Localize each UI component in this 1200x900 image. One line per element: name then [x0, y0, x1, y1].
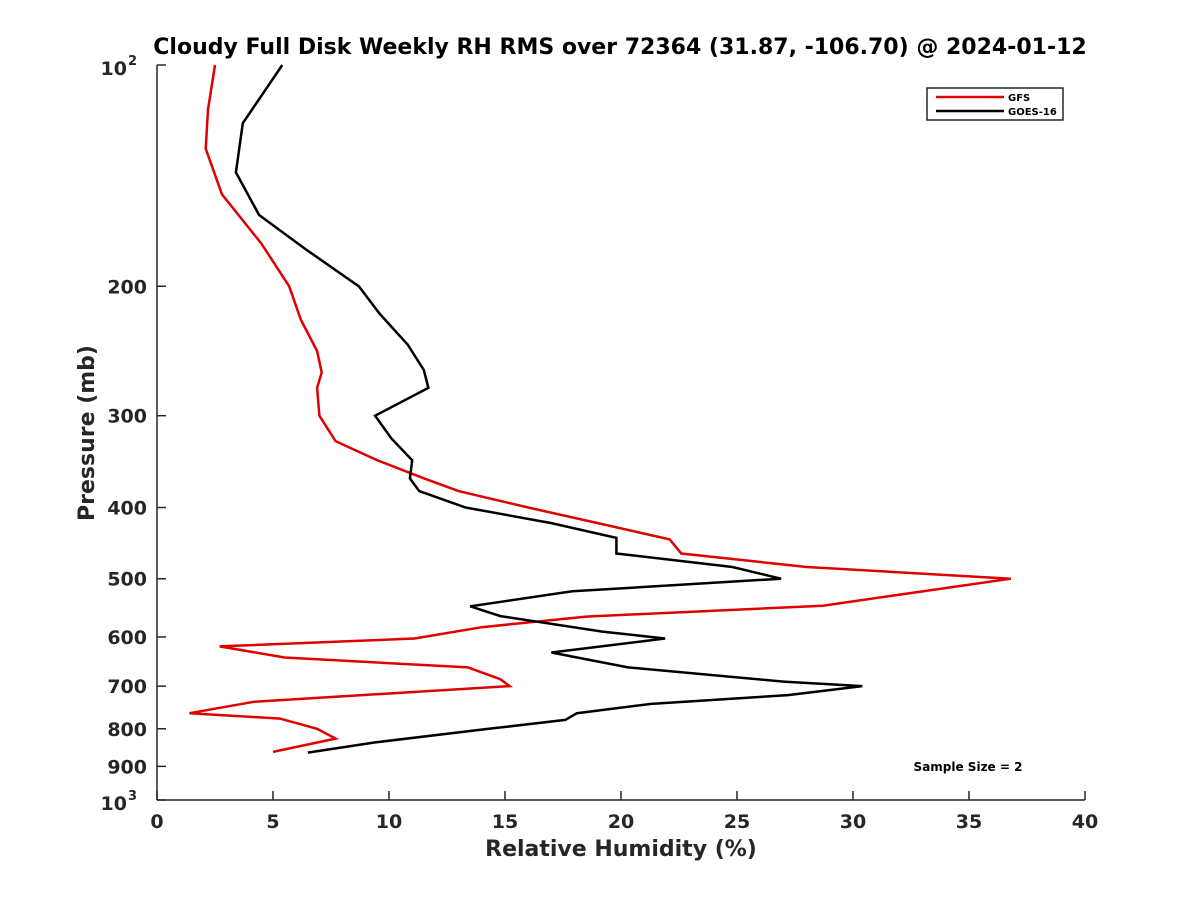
y-tick-label: 600 [107, 627, 147, 649]
series-line-goes16 [234, 64, 863, 754]
y-tick-label: 200 [107, 276, 147, 298]
x-tick-label: 40 [1072, 811, 1098, 833]
y-tick-exponent: 2 [128, 54, 137, 69]
sample-size-annotation: Sample Size = 2 [914, 760, 1023, 774]
y-tick-label: 900 [107, 756, 147, 778]
legend-box [926, 87, 1064, 121]
y-axis-label: Pressure (mb) [75, 345, 100, 521]
legend-label-gfs: GFS [1008, 93, 1030, 104]
legend: GFS GOES-16 [926, 87, 1064, 121]
legend-label-goes16: GOES-16 [1008, 107, 1057, 118]
x-tick-label: 0 [150, 811, 163, 833]
y-tick-label: 700 [107, 676, 147, 698]
y-tick-label: 800 [107, 719, 147, 741]
x-ticks: 0 5 10 15 20 25 30 35 40 [150, 791, 1098, 833]
x-tick-label: 35 [956, 811, 982, 833]
y-tick-label: 10 [101, 58, 127, 80]
y-tick-label: 500 [107, 569, 147, 591]
x-tick-label: 20 [608, 811, 634, 833]
y-tick-label: 400 [107, 498, 147, 520]
series-line-gfs [189, 64, 1011, 754]
series-layer [189, 64, 1011, 754]
plot-area: 0 5 10 15 20 25 30 35 40 10 220030040050060070080… [101, 54, 1099, 833]
x-tick-label: 15 [492, 811, 518, 833]
chart-title: Cloudy Full Disk Weekly RH RMS over 7236… [153, 35, 1086, 60]
x-tick-label: 10 [376, 811, 402, 833]
y-tick-label: 10 [101, 793, 127, 815]
x-axis-label: Relative Humidity (%) [485, 837, 757, 862]
x-tick-label: 25 [724, 811, 750, 833]
x-tick-label: 30 [840, 811, 866, 833]
x-tick-label: 5 [266, 811, 279, 833]
y-tick-exponent: 3 [128, 789, 137, 804]
y-tick-label: 300 [107, 406, 147, 428]
